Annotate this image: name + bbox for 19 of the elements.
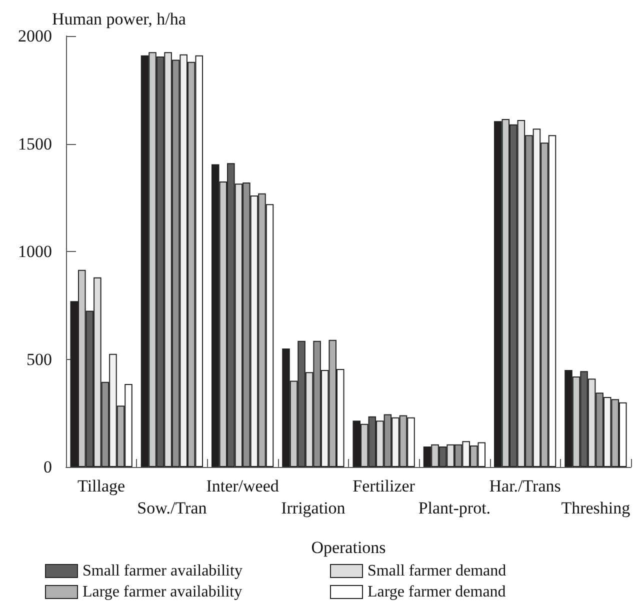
- legend-label: Large farmer availability: [82, 584, 242, 600]
- x-tick-label: Irrigation: [281, 498, 346, 518]
- x-tick-label: Har./Trans: [489, 476, 561, 496]
- legend-label: Small farmer availability: [82, 562, 242, 580]
- x-tick-label: Sow./Tran: [137, 498, 208, 518]
- x-tick-label: Tillage: [78, 476, 126, 496]
- x-tick-label: Threshing: [561, 498, 631, 518]
- y-tick-label: 1000: [18, 242, 52, 261]
- y-axis-title: Human power, h/ha: [52, 10, 186, 29]
- x-tick-label: Plant-prot.: [418, 498, 491, 518]
- y-tick-label: 0: [44, 458, 52, 476]
- legend-label: Large farmer demand: [368, 584, 506, 600]
- x-axis-title: Operations: [311, 538, 386, 557]
- x-tick-label: Inter/weed: [206, 476, 280, 496]
- y-tick-label: 2000: [18, 26, 52, 46]
- y-tick-label: 500: [26, 350, 52, 369]
- x-tick-label: Fertilizer: [352, 476, 416, 496]
- legend-label: Small farmer demand: [368, 562, 506, 580]
- y-tick-label: 1500: [18, 134, 52, 154]
